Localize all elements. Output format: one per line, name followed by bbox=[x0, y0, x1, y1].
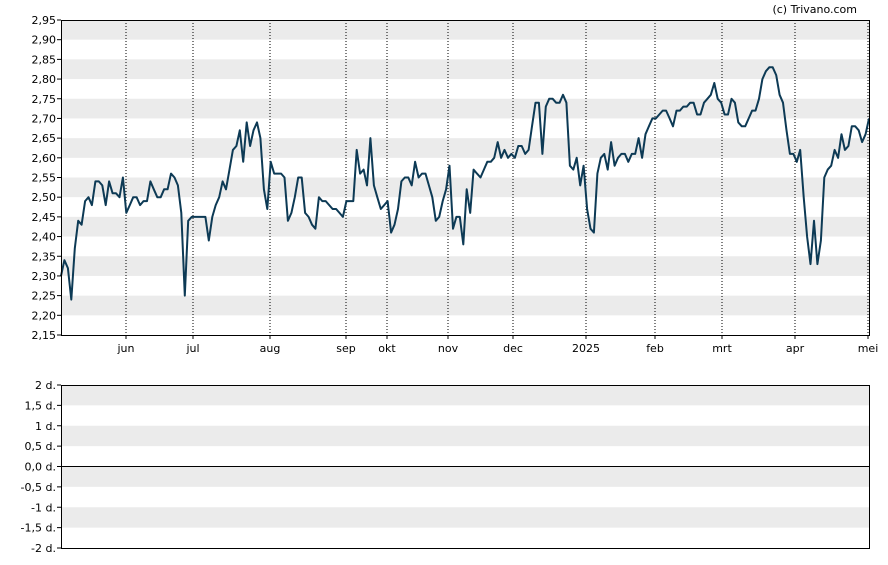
x-tick-label: apr bbox=[786, 342, 805, 355]
x-tick-label: mrt bbox=[712, 342, 732, 355]
y-tick-label: 2,40 bbox=[32, 231, 57, 244]
price-band bbox=[61, 98, 869, 119]
price-band bbox=[61, 295, 869, 316]
indicator-y-tick-label: 0,0 d. bbox=[25, 461, 56, 474]
y-tick-label: 2,50 bbox=[32, 191, 57, 204]
indicator-y-tick-label: 2 d. bbox=[35, 379, 56, 392]
indicator-y-tick-label: -1 d. bbox=[31, 501, 56, 514]
y-tick-label: 2,15 bbox=[32, 329, 57, 342]
indicator-band bbox=[61, 385, 869, 406]
y-tick-label: 2,65 bbox=[32, 132, 57, 145]
indicator-band bbox=[61, 466, 869, 487]
x-tick-label: aug bbox=[260, 342, 281, 355]
y-tick-label: 2,30 bbox=[32, 270, 57, 283]
y-tick-label: 2,75 bbox=[32, 93, 57, 106]
x-tick-label: jul bbox=[185, 342, 199, 355]
x-tick-label: sep bbox=[336, 342, 355, 355]
indicator-chart-frame bbox=[61, 385, 870, 549]
y-tick-label: 2,20 bbox=[32, 309, 57, 322]
indicator-y-tick-label: 1,5 d. bbox=[25, 399, 56, 412]
y-tick-label: 2,45 bbox=[32, 211, 57, 224]
indicator-y-tick-label: -1,5 d. bbox=[21, 522, 56, 535]
indicator-y-tick-label: 1 d. bbox=[35, 420, 56, 433]
indicator-chart-y-axis: -2 d. -1,5 d. -1 d. -0,5 d. 0,0 d. 0,5 d. 1 d.… bbox=[21, 379, 61, 555]
y-tick-label: 2,25 bbox=[32, 290, 57, 303]
x-tick-label: mei bbox=[858, 342, 879, 355]
indicator-y-tick-label: -0,5 d. bbox=[21, 481, 56, 494]
y-tick-label: 2,80 bbox=[32, 73, 57, 86]
price-line bbox=[60, 66, 870, 301]
indicator-y-tick-label: -2 d. bbox=[31, 542, 56, 555]
x-tick-label: feb bbox=[646, 342, 664, 355]
y-tick-label: 2,85 bbox=[32, 53, 57, 66]
price-band bbox=[61, 138, 869, 158]
y-tick-label: 2,70 bbox=[32, 112, 57, 125]
y-tick-label: 2,35 bbox=[32, 250, 57, 263]
x-tick-label: 2025 bbox=[572, 342, 600, 355]
price-chart-frame bbox=[61, 20, 870, 336]
credit-label: (c) Trivano.com bbox=[772, 3, 857, 16]
price-frame bbox=[61, 20, 870, 336]
y-tick-label: 2,95 bbox=[32, 14, 57, 27]
price-band bbox=[61, 20, 869, 40]
price-chart-series bbox=[60, 66, 870, 301]
indicator-y-tick-label: 0,5 d. bbox=[25, 440, 56, 453]
price-band bbox=[61, 177, 869, 198]
price-chart-x-axis: jun jul aug sep okt nov dec 2025 feb mrt apr mei bbox=[117, 335, 879, 355]
x-tick-label: okt bbox=[378, 342, 396, 355]
price-band bbox=[61, 256, 869, 276]
x-tick-label: nov bbox=[438, 342, 459, 355]
indicator-band bbox=[61, 425, 869, 447]
y-tick-label: 2,60 bbox=[32, 152, 57, 165]
y-tick-label: 2,55 bbox=[32, 172, 57, 185]
price-chart-y-axis: 2,15 2,20 2,25 2,30 2,35 2,40 2,45 2,50 2,55 2,60… bbox=[32, 14, 61, 342]
y-tick-label: 2,90 bbox=[32, 34, 57, 47]
price-chart-bands bbox=[61, 20, 869, 316]
x-tick-label: dec bbox=[503, 342, 523, 355]
indicator-chart-bands bbox=[61, 385, 869, 528]
price-band bbox=[61, 59, 869, 80]
x-tick-label: jun bbox=[117, 342, 135, 355]
indicator-band bbox=[61, 507, 869, 528]
